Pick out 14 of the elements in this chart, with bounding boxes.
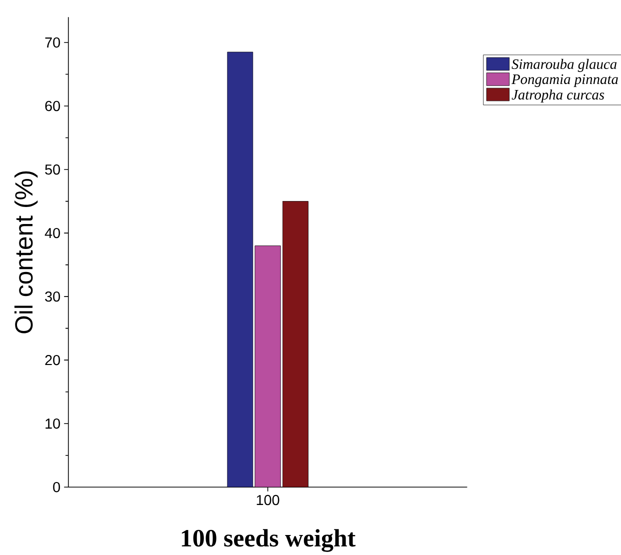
legend-label: Simarouba glauca [512, 58, 617, 72]
y-tick-label: 10 [46, 418, 60, 428]
y-tick-label: 20 [45, 354, 60, 365]
legend-label: Pongamia pinnata [511, 74, 618, 87]
y-tick-label: 30 [45, 291, 60, 302]
y-tick-label: 70 [45, 37, 60, 48]
y-tick-label: 40 [44, 228, 60, 238]
y-tick-label: 0 [53, 482, 60, 492]
legend-label: Jatropha curcas [512, 89, 604, 102]
x-axis-title: 100 seeds weight [182, 528, 356, 552]
y-axis-title: Oil content (%) [14, 171, 38, 334]
x-tick-label: 100 [256, 494, 280, 505]
y-tick-label: 50 [45, 164, 60, 174]
y-tick-label: 60 [45, 100, 60, 111]
